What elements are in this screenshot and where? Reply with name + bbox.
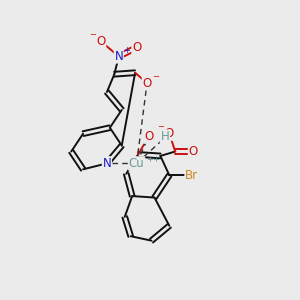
Text: H: H bbox=[160, 130, 169, 143]
Text: Cu: Cu bbox=[129, 157, 145, 170]
Text: Br: Br bbox=[185, 169, 198, 182]
Text: O: O bbox=[165, 127, 174, 140]
Text: O: O bbox=[96, 35, 106, 48]
Text: −: − bbox=[157, 123, 164, 132]
Text: +: + bbox=[123, 46, 130, 55]
Text: N: N bbox=[103, 157, 111, 170]
Text: N: N bbox=[114, 50, 123, 63]
Text: O: O bbox=[144, 130, 153, 143]
Text: ++: ++ bbox=[146, 155, 160, 164]
Text: −: − bbox=[89, 31, 96, 40]
Text: −: − bbox=[152, 72, 159, 81]
Text: O: O bbox=[142, 76, 152, 90]
Text: O: O bbox=[188, 145, 198, 158]
Text: O: O bbox=[132, 41, 141, 54]
